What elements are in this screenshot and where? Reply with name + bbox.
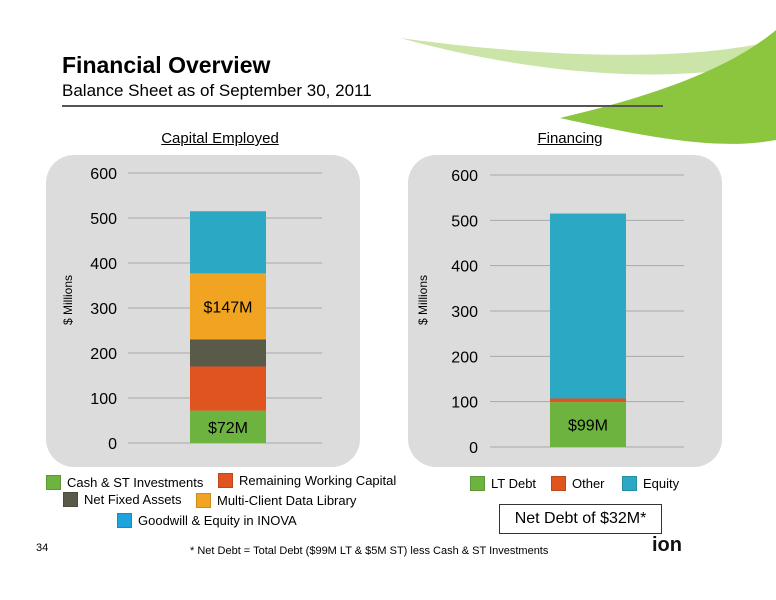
capital-employed-chart: 0 100 200 300 400 500 600 $ Millions $72M $147M <box>61 166 322 453</box>
logo-text: ion <box>652 534 682 556</box>
legend-swatch <box>470 476 485 491</box>
legend-label: Multi-Client Data Library <box>217 493 357 508</box>
y-tick-label: 600 <box>90 166 117 183</box>
ion-logo: ion <box>652 534 708 561</box>
legend-remaining-wc: Remaining Working Capital <box>218 473 396 488</box>
footnote: * Net Debt = Total Debt ($99M LT & $5M S… <box>190 545 549 557</box>
y-tick-label: 200 <box>90 346 117 363</box>
legend-swatch <box>46 475 61 490</box>
y-axis-label: $ Millions <box>416 275 430 325</box>
legend-label: Net Fixed Assets <box>84 492 182 507</box>
legend-multi-client: Multi-Client Data Library <box>196 493 356 508</box>
data-label: $72M <box>208 420 248 437</box>
y-tick-label: 200 <box>451 349 478 366</box>
capital-employed-heading: Capital Employed <box>161 130 279 147</box>
legend-goodwill: Goodwill & Equity in INOVA <box>117 513 297 528</box>
legend-swatch <box>117 513 132 528</box>
y-tick-label: 300 <box>451 304 478 321</box>
legend-label: LT Debt <box>491 476 537 491</box>
bar-segment <box>550 398 626 403</box>
financing-chart: 0 100 200 300 400 500 600 $ Millions $99M <box>416 168 684 457</box>
legend-lt-debt: LT Debt <box>470 476 536 491</box>
legend-label: Cash & ST Investments <box>67 475 204 490</box>
page-subtitle: Balance Sheet as of September 30, 2011 <box>62 81 372 100</box>
y-axis-label: $ Millions <box>61 275 75 325</box>
page-number: 34 <box>36 542 49 554</box>
y-tick-label: 300 <box>90 301 117 318</box>
legend-swatch <box>196 493 211 508</box>
legend-label: Goodwill & Equity in INOVA <box>138 513 297 528</box>
legend-label: Remaining Working Capital <box>239 473 397 488</box>
legend-swatch <box>551 476 566 491</box>
legend-net-fixed: Net Fixed Assets <box>63 492 182 507</box>
y-tick-label: 400 <box>451 259 478 276</box>
net-debt-box: Net Debt of $32M* <box>499 504 662 534</box>
legend-cash: Cash & ST Investments <box>46 475 203 490</box>
y-tick-label: 500 <box>90 211 117 228</box>
y-tick-label: 0 <box>469 440 478 457</box>
y-tick-label: 600 <box>451 168 478 185</box>
y-tick-label: 100 <box>90 391 117 408</box>
bar-segment <box>190 366 266 411</box>
y-tick-label: 500 <box>451 213 478 230</box>
legend-label: Other <box>572 476 605 491</box>
legend-swatch <box>218 473 233 488</box>
data-label: $99M <box>568 418 608 435</box>
bar-segment <box>190 410 266 443</box>
bar-segment <box>190 211 266 274</box>
y-tick-label: 100 <box>451 395 478 412</box>
bar-segment <box>550 213 626 399</box>
data-label: $147M <box>204 299 253 316</box>
bar-segment <box>550 402 626 447</box>
legend-other: Other <box>551 476 605 491</box>
legend-swatch <box>63 492 78 507</box>
page-title: Financial Overview <box>62 52 271 78</box>
legend-equity: Equity <box>622 476 679 491</box>
legend-label: Equity <box>643 476 680 491</box>
bar-segment <box>190 273 266 340</box>
legend-swatch <box>622 476 637 491</box>
ion-logo-mark: ion <box>652 534 682 556</box>
title-divider <box>62 105 663 107</box>
y-tick-label: 0 <box>108 436 117 453</box>
y-tick-label: 400 <box>90 256 117 273</box>
financing-heading: Financing <box>537 130 603 147</box>
bar-segment <box>190 339 266 367</box>
